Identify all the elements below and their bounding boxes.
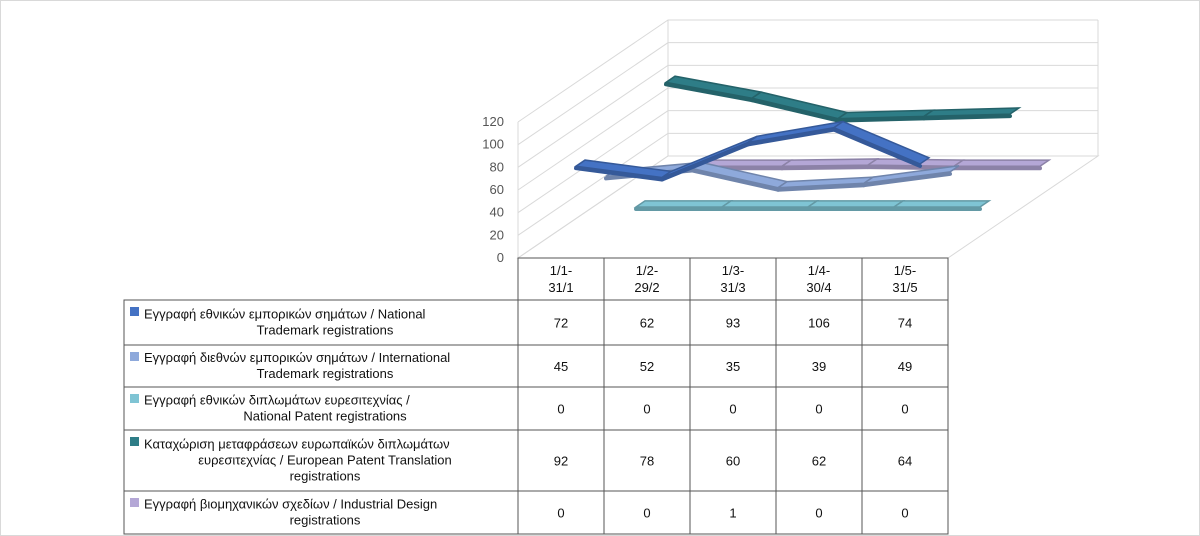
category-label: 31/5 xyxy=(892,280,917,295)
series-ribbon-edge xyxy=(664,82,754,103)
y-tick-label: 100 xyxy=(482,137,504,152)
legend-swatch xyxy=(130,437,139,446)
data-table-value: 0 xyxy=(643,506,650,521)
category-label: 30/4 xyxy=(806,280,831,295)
legend-label: National Patent registrations xyxy=(243,409,407,424)
y-tick-label: 120 xyxy=(482,114,504,129)
legend-label: Trademark registrations xyxy=(257,323,394,338)
series-ribbon-edge xyxy=(862,171,952,188)
series-ribbon-segment xyxy=(779,158,880,167)
legend-label: registrations xyxy=(290,513,361,528)
legend-label: Εγγραφή εθνικών διπλωμάτων ευρεσιτεχνίας… xyxy=(144,393,410,408)
series-ribbon-segment xyxy=(719,200,820,208)
category-label: 29/2 xyxy=(634,280,659,295)
series-ribbon-segment xyxy=(633,200,734,208)
data-table-value: 0 xyxy=(729,402,736,417)
series-ribbon-edge xyxy=(922,114,1012,121)
data-table-value: 62 xyxy=(640,316,654,331)
y-tick-label: 20 xyxy=(490,227,504,242)
data-table-value: 0 xyxy=(557,402,564,417)
category-label: 1/1- xyxy=(550,263,572,278)
data-table-value: 52 xyxy=(640,359,654,374)
legend-label: registrations xyxy=(290,469,361,484)
series-ribbon-edge xyxy=(690,168,780,192)
data-table-value: 0 xyxy=(815,506,822,521)
category-label: 1/4- xyxy=(808,263,830,278)
series-ribbon-segment xyxy=(951,159,1052,167)
data-table-value: 62 xyxy=(812,454,826,469)
legend-swatch xyxy=(130,498,139,507)
data-table-value: 35 xyxy=(726,359,740,374)
data-table-value: 49 xyxy=(898,359,912,374)
series-ribbon-edge xyxy=(574,166,664,182)
y-tick-label: 80 xyxy=(490,159,504,174)
data-table-value: 74 xyxy=(898,316,912,331)
data-table-cell xyxy=(861,490,949,535)
data-table-value: 45 xyxy=(554,359,568,374)
category-label: 31/1 xyxy=(548,280,573,295)
y-tick-label: 40 xyxy=(490,205,504,220)
series-ribbon-edge xyxy=(832,127,922,168)
y-tick-label: 60 xyxy=(490,182,504,197)
legend-label: Εγγραφή βιομηχανικών σχεδίων / Industria… xyxy=(144,497,437,512)
series-ribbon-edge xyxy=(776,183,866,192)
legend-swatch xyxy=(130,352,139,361)
legend-swatch xyxy=(130,307,139,316)
data-table-value: 0 xyxy=(901,506,908,521)
legend-label: Εγγραφή εθνικών εμπορικών σημάτων / Nati… xyxy=(144,307,426,322)
category-label: 1/5- xyxy=(894,263,916,278)
data-table-value: 60 xyxy=(726,454,740,469)
category-label: 1/3- xyxy=(722,263,744,278)
data-table-value: 0 xyxy=(643,402,650,417)
series-ribbon-edge xyxy=(660,142,750,182)
data-table-value: 1 xyxy=(729,506,736,521)
series-ribbon-segment xyxy=(832,120,931,165)
legend-label: Εγγραφή διεθνών εμπορικών σημάτων / Inte… xyxy=(144,350,450,365)
data-table-value: 0 xyxy=(815,402,822,417)
legend-label: Trademark registrations xyxy=(257,366,394,381)
data-table-value: 0 xyxy=(557,506,564,521)
data-table-value: 92 xyxy=(554,454,568,469)
legend-label: Καταχώριση μεταφράσεων ευρωπαϊκών διπλωμ… xyxy=(144,437,450,452)
data-table-value: 0 xyxy=(901,402,908,417)
data-table-value: 39 xyxy=(812,359,826,374)
data-table-value: 72 xyxy=(554,316,568,331)
data-table-value: 64 xyxy=(898,454,912,469)
y-tick-label: 0 xyxy=(497,250,504,265)
series-ribbon-segment xyxy=(805,200,906,208)
category-label: 1/2- xyxy=(636,263,658,278)
data-table-value: 78 xyxy=(640,454,654,469)
series-ribbon-segment xyxy=(891,200,992,208)
legend-swatch xyxy=(130,394,139,403)
category-label: 31/3 xyxy=(720,280,745,295)
series-ribbon-edge xyxy=(746,127,836,147)
legend-label: ευρεσιτεχνίας / European Patent Translat… xyxy=(198,453,452,468)
series-ribbon-edge xyxy=(780,165,870,171)
series-ribbon-edge xyxy=(750,98,840,123)
data-table-value: 106 xyxy=(808,316,830,331)
data-table-value: 93 xyxy=(726,316,740,331)
series-ribbon-edge xyxy=(836,116,926,123)
